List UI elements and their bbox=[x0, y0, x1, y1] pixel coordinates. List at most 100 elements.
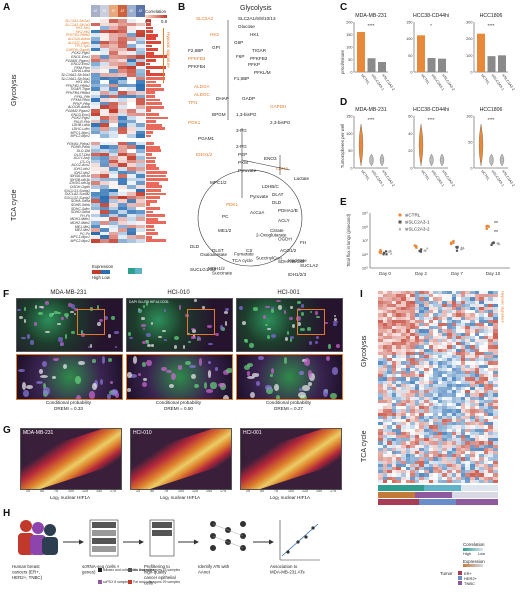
i-heat-cell bbox=[456, 355, 461, 359]
i-heat-cell bbox=[474, 300, 480, 304]
a-heat-cell bbox=[118, 231, 127, 236]
f-cell-dot bbox=[300, 328, 305, 331]
i-heat-cell bbox=[447, 406, 452, 410]
a-heat-cell bbox=[91, 76, 100, 81]
i-heat-cell bbox=[378, 297, 383, 301]
i-heat-cell bbox=[437, 345, 443, 349]
a-heat-cell bbox=[127, 228, 136, 232]
f-cell-dot bbox=[173, 336, 179, 341]
i-heat-cell bbox=[382, 294, 388, 298]
i-heat-cell bbox=[391, 383, 397, 387]
i-heat-cell bbox=[424, 470, 429, 474]
i-heat-cell bbox=[474, 355, 480, 359]
i-heat-cell bbox=[391, 454, 397, 458]
i-heat-cell bbox=[424, 371, 429, 375]
i-heat-cell bbox=[456, 412, 461, 416]
i-heat-cell bbox=[378, 438, 383, 442]
i-heat-cell bbox=[451, 387, 457, 391]
e-point bbox=[389, 249, 393, 252]
f-dremi: DREMI = 0.33 bbox=[54, 405, 83, 411]
i-heat-cell bbox=[437, 319, 443, 323]
i-heat-cell bbox=[424, 355, 429, 359]
a-gene-label: OGDH-Ogdh bbox=[69, 185, 90, 189]
i-heat-cell bbox=[424, 438, 429, 442]
i-heat-cell bbox=[391, 438, 397, 442]
i-heat-cell bbox=[405, 457, 411, 461]
i-heat-cell bbox=[382, 435, 388, 439]
i-tumor-strip bbox=[442, 499, 447, 505]
f-cell-dot bbox=[243, 364, 251, 370]
f-cell-dot bbox=[332, 323, 338, 326]
i-heat-cell bbox=[387, 371, 392, 375]
a-heat-cell bbox=[91, 40, 100, 45]
a-heat-cell bbox=[109, 185, 118, 189]
f-cell-dot bbox=[315, 311, 318, 316]
i-heat-cell bbox=[387, 441, 392, 445]
i-heat-cell bbox=[401, 457, 406, 461]
i-heat-cell bbox=[465, 339, 470, 343]
i-heat-cell bbox=[456, 294, 461, 298]
a-heat-cell bbox=[100, 159, 109, 164]
e-point bbox=[423, 249, 426, 252]
a-heat-cell bbox=[91, 141, 100, 146]
i-heat-cell bbox=[419, 447, 424, 451]
i-heat-cell bbox=[414, 422, 420, 426]
i-heat-cell bbox=[488, 387, 493, 391]
i-heat-cell bbox=[493, 294, 498, 298]
a-heat-cell bbox=[100, 33, 109, 37]
a-heat-cell bbox=[109, 44, 118, 48]
a-corr-bar bbox=[146, 217, 159, 221]
i-heat-cell bbox=[447, 470, 452, 474]
i-heat-cell bbox=[378, 387, 383, 391]
i-heat-cell bbox=[456, 351, 461, 355]
i-heat-cell bbox=[456, 435, 461, 439]
i-heat-cell bbox=[483, 313, 489, 317]
i-heat-cell bbox=[470, 383, 475, 387]
i-heat-cell bbox=[442, 419, 447, 423]
i-tumor-strip bbox=[437, 499, 443, 505]
f-cell-dot bbox=[267, 327, 271, 331]
a-heat-cell bbox=[109, 112, 118, 117]
i-expr-strip bbox=[405, 492, 411, 498]
f-cell-dot bbox=[92, 382, 98, 391]
a-heat-cell bbox=[136, 101, 145, 106]
f-cell-dot bbox=[104, 316, 109, 320]
i-heat-cell bbox=[465, 345, 470, 349]
i-heat-cell bbox=[442, 409, 447, 413]
a-heat-cell bbox=[136, 185, 145, 189]
i-heat-cell bbox=[451, 316, 457, 320]
i-heat-cell bbox=[437, 367, 443, 371]
a-heat-cell bbox=[136, 33, 145, 37]
i-heat-cell bbox=[451, 409, 457, 413]
i-heat-cell bbox=[378, 358, 383, 362]
i-heat-cell bbox=[493, 393, 498, 397]
i-heat-cell bbox=[387, 319, 392, 323]
i-heat-cell bbox=[447, 473, 452, 477]
i-heat-cell bbox=[414, 435, 420, 439]
a-heat-cell bbox=[109, 231, 118, 236]
b-node: Pyruvate bbox=[250, 194, 269, 199]
f-cell-dot bbox=[246, 371, 251, 377]
i-corr-strip bbox=[470, 485, 475, 491]
b-node: 2-PG bbox=[236, 144, 247, 149]
i-heat-cell bbox=[460, 415, 466, 419]
f-cell-dot bbox=[334, 318, 337, 322]
c-chart-title: MDA-MB-231 bbox=[355, 13, 387, 19]
i-heat-cell bbox=[391, 390, 397, 394]
f-cell-dot bbox=[142, 381, 148, 388]
i-heat-cell bbox=[428, 403, 434, 407]
i-heat-cell bbox=[414, 470, 420, 474]
i-heat-cell bbox=[414, 419, 420, 423]
i-heat-cell bbox=[428, 447, 434, 451]
i-heat-cell bbox=[401, 425, 406, 429]
i-heat-cell bbox=[442, 425, 447, 429]
i-heat-cell bbox=[414, 403, 420, 407]
i-heat-cell bbox=[479, 351, 484, 355]
i-heat-cell bbox=[414, 339, 420, 343]
i-heat-cell bbox=[442, 467, 447, 471]
i-tumor-strip bbox=[447, 499, 452, 505]
i-heat-cell bbox=[378, 335, 383, 339]
g-xlabel: Log₂ nuclear HIF1A bbox=[49, 495, 91, 500]
a-corr-bar bbox=[146, 19, 152, 23]
a-heat-cell bbox=[136, 188, 145, 193]
